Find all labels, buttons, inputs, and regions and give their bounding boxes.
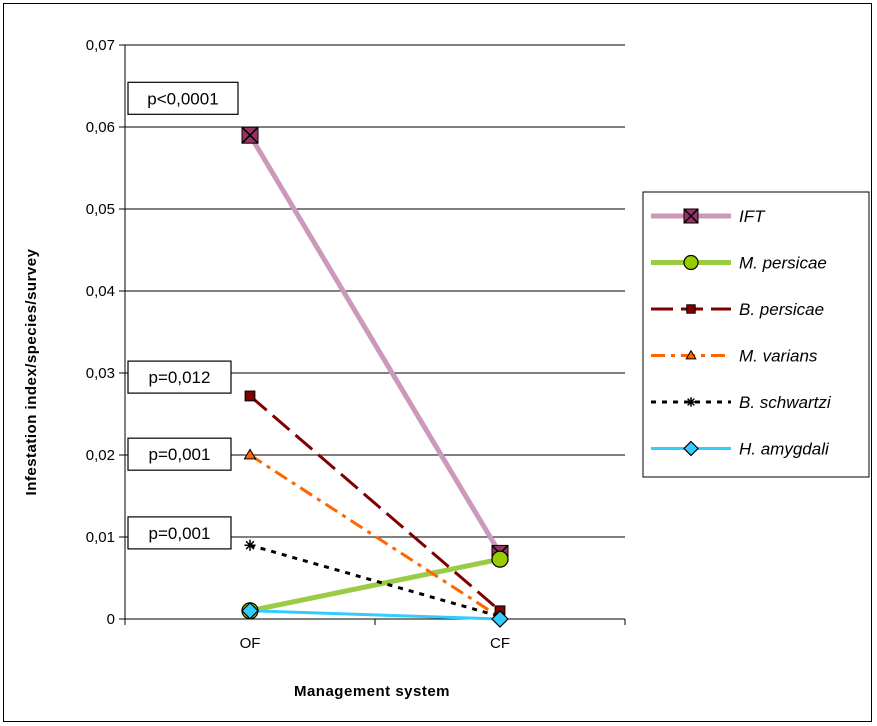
y-axis-title: Infestation index/species/survey [23,248,40,495]
p-value-box: p<0,0001 [127,81,239,115]
marker-m-varians [685,349,697,360]
y-tick-label: 0,05 [86,201,115,218]
y-tick-label: 0,01 [86,529,115,546]
series-line-m-persicae [249,556,501,614]
y-tick-label: 0,03 [86,365,115,382]
y-tick-label: 0 [107,611,115,628]
p-value-box: p=0,001 [127,437,232,471]
series-line-ift [247,133,503,555]
p-value-label: p=0,001 [149,524,211,543]
marker-ift [241,126,259,144]
marker-b-schwartzi [686,397,696,407]
series-line-b-schwartzi [249,543,501,618]
axes: 0 0,01 0,02 0,03 0,04 0,05 0,06 0,07 OF CF [86,37,626,652]
y-tick-label: 0,07 [86,37,115,54]
legend-label: IFT [739,207,766,226]
marker-m-persicae [683,254,699,271]
marker-b-persicae [686,304,696,314]
marker-m-varians [243,448,257,460]
legend-label: M. varians [739,347,818,366]
marker-m-persicae [491,550,509,568]
marker-b-schwartzi [244,539,256,551]
legend-label: B. schwartzi [739,393,832,412]
series-line-b-persicae [249,394,501,612]
x-tick-label: CF [490,635,510,652]
marker-ift [683,208,699,224]
series-line-h-amygdali [249,609,501,621]
series-line-m-varians [249,453,501,619]
x-axis-title: Management system [294,683,450,700]
p-value-label: p=0,001 [149,445,211,464]
p-value-box: p=0,001 [127,516,232,550]
annotations: p<0,0001 p=0,012 p=0,001 p=0,001 [127,81,239,550]
y-tick-label: 0,02 [86,447,115,464]
series-group [241,126,509,628]
legend-label: B. persicae [739,300,824,319]
marker-h-amygdali [683,440,699,457]
marker-h-amygdali [491,610,509,628]
legend-label: H. amygdali [739,440,830,459]
y-tick-label: 0,06 [86,119,115,136]
marker-h-amygdali [241,601,259,620]
x-tick-label: OF [240,635,261,652]
legend-box [642,191,870,478]
p-value-label: p<0,0001 [147,89,218,108]
legend: IFT M. persicae B. persicae M. varians B. sc… [642,191,870,478]
y-tick-label: 0,04 [86,283,115,300]
legend-label: M. persicae [739,254,827,273]
p-value-label: p=0,012 [149,368,211,387]
marker-b-persicae [244,390,256,402]
p-value-box: p=0,012 [127,360,232,394]
